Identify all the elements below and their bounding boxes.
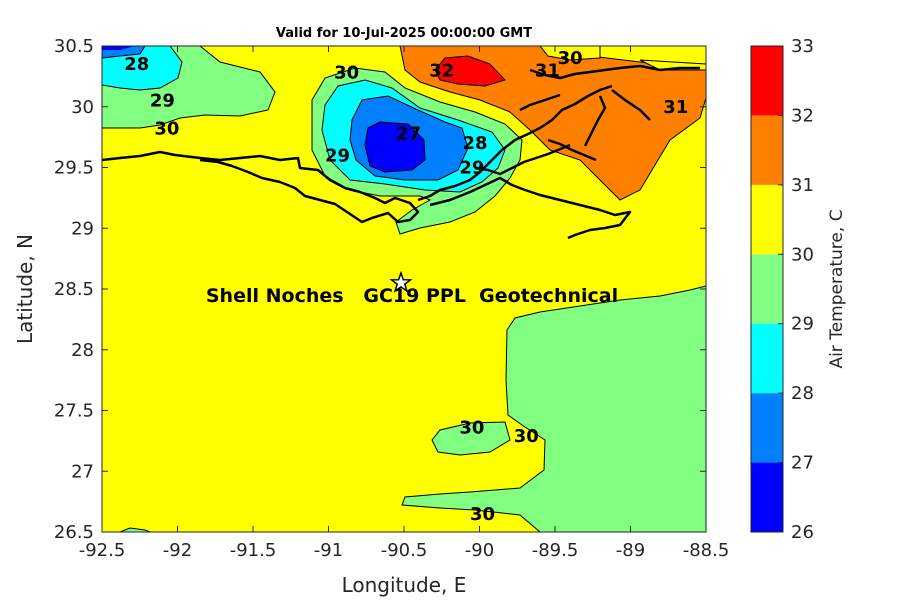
colorbar-tick-label: 31	[791, 175, 814, 196]
y-tick-label: 29	[71, 218, 94, 239]
colorbar-swatch	[751, 323, 783, 394]
colorbar-frame	[750, 45, 784, 533]
region-31-32-north	[434, 55, 506, 87]
x-tick-label: -89.5	[532, 540, 579, 561]
contour-label: 30	[334, 63, 359, 84]
colorbar-tick-label: 33	[791, 36, 814, 57]
colorbar-label: Air Temperature, C	[827, 209, 847, 368]
x-axis-ticks: -92.5 -92 -91.5 -91 -90.5 -90 -89.5 -89 -88.5	[79, 46, 730, 561]
contour-label: 30	[470, 504, 495, 525]
site-marker: Shell Noches GC19 PPL Geotechnical	[206, 270, 618, 307]
region-25-26-corner	[102, 46, 135, 50]
contour-label: 29	[459, 158, 484, 179]
y-tick-label: 30	[71, 97, 94, 118]
contour-label: 29	[325, 145, 350, 166]
colorbar-swatch	[751, 184, 783, 255]
contour-label: 29	[150, 91, 175, 112]
region-28-29-southeast	[401, 285, 706, 532]
y-axis-label: Latitude, N	[13, 234, 37, 344]
colorbar-swatch	[751, 115, 783, 185]
colorbar-tick-label: 27	[791, 453, 814, 474]
y-tick-label: 28.5	[54, 279, 94, 300]
x-tick-label: -89	[616, 540, 645, 561]
colorbar-tick-label: 29	[791, 314, 814, 335]
x-tick-label: -90	[465, 540, 494, 561]
colorbar-swatch	[751, 393, 783, 463]
x-tick-label: -90.5	[381, 540, 428, 561]
contour-label: 27	[396, 123, 421, 144]
y-tick-label: 27.5	[54, 401, 94, 422]
colorbar-ticks: 26 27 28 29 30 31 32 33	[778, 36, 814, 543]
y-tick-label: 26.5	[54, 522, 94, 543]
colorbar-swatch	[751, 462, 783, 532]
contour-label: 28	[462, 133, 487, 154]
contour-label: 32	[429, 60, 454, 81]
y-tick-label: 30.5	[54, 36, 94, 57]
region-27-28-northwest	[102, 46, 183, 91]
contour-label: 30	[514, 426, 539, 447]
colorbar	[751, 46, 783, 532]
x-tick-label: -91	[314, 540, 343, 561]
y-tick-label: 28	[71, 340, 94, 361]
plot-area	[102, 46, 706, 532]
contour-label: 30	[459, 418, 484, 439]
colorbar-swatch	[751, 254, 783, 324]
star-icon	[389, 270, 413, 293]
colorbar-tick-label: 28	[791, 383, 814, 404]
contour-label: 31	[663, 97, 688, 118]
chart-title: Valid for 10-Jul-2025 00:00:00 GMT	[276, 26, 532, 41]
contour-label: 31	[535, 60, 560, 81]
x-axis-label: Longitude, E	[342, 573, 467, 597]
region-28-29-south-lobe	[431, 421, 511, 456]
x-tick-label: -92.5	[79, 540, 126, 561]
region-28-29-corner	[119, 527, 151, 532]
colorbar-tick-label: 26	[791, 522, 814, 543]
colorbar-tick-label: 30	[791, 244, 814, 265]
contour-label: 30	[558, 48, 583, 69]
x-tick-label: -91.5	[230, 540, 277, 561]
colorbar-swatch	[751, 46, 783, 116]
contour-label: 28	[124, 54, 149, 75]
site-label: Shell Noches GC19 PPL Geotechnical	[206, 285, 618, 307]
coastline	[102, 64, 700, 240]
x-tick-label: -92	[163, 540, 192, 561]
x-tick-label: -88.5	[683, 540, 730, 561]
colorbar-tick-label: 32	[791, 105, 814, 126]
y-axis-ticks: 26.5 27 27.5 28 28.5 29 29.5 30 30.5	[54, 36, 706, 543]
y-tick-label: 29.5	[54, 158, 94, 179]
y-tick-label: 27	[71, 461, 94, 482]
contour-label: 30	[154, 119, 179, 140]
region-25-26-central	[364, 121, 426, 173]
